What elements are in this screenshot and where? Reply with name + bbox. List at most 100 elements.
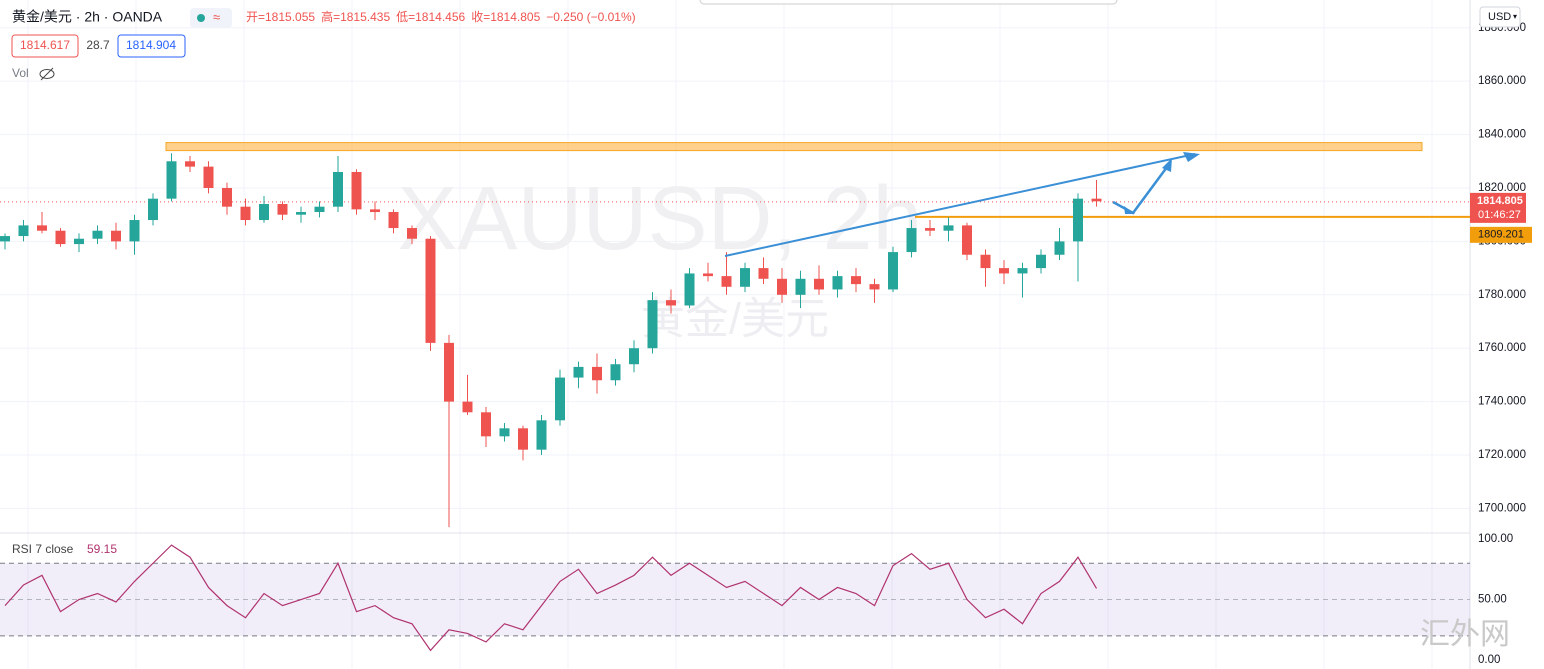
spread: 28.7	[86, 38, 110, 52]
watermark: XAUUSD, 2h	[397, 169, 922, 269]
candle-body	[37, 225, 47, 231]
candle-body	[1073, 198, 1083, 242]
symbol-title: 黄金/美元 · 2h · OANDA	[12, 9, 163, 25]
candle-body	[980, 254, 991, 269]
candle-body	[166, 161, 177, 199]
candle-body	[518, 428, 528, 450]
volume-label: Vol	[12, 66, 29, 80]
y-tick-label: 1760.000	[1478, 342, 1526, 354]
ohlc-value: 高=1815.435	[321, 9, 390, 24]
y-tick-label: 1840.000	[1478, 129, 1526, 141]
candle-body	[111, 230, 121, 242]
candle-body	[55, 230, 66, 245]
resistance-zone	[165, 142, 1423, 152]
trend-line	[724, 153, 1196, 257]
candle-body	[888, 252, 898, 290]
candle-body	[407, 228, 417, 239]
y-tick-label: 1740.000	[1478, 396, 1526, 408]
candle-body	[666, 300, 676, 306]
candle-body	[185, 161, 195, 167]
grid	[0, 0, 1470, 669]
candle-body	[462, 401, 473, 413]
candle-body	[925, 228, 935, 231]
arrow-head	[1162, 158, 1172, 172]
y-tick-label: 1720.000	[1478, 449, 1526, 461]
candle-body	[296, 212, 306, 215]
candle-body	[1017, 268, 1028, 274]
currency-button[interactable]	[1479, 6, 1521, 28]
ohlc-value: 收=1814.805	[471, 10, 540, 24]
candle-body	[0, 236, 10, 242]
candle-body	[647, 300, 658, 349]
arrow-head	[1124, 206, 1135, 214]
candle-body	[351, 171, 362, 210]
rsi-line	[4, 544, 1098, 652]
candle-body	[573, 366, 584, 378]
bid: 1814.617	[20, 38, 70, 52]
candle-body	[148, 198, 158, 221]
candle-body	[222, 187, 232, 207]
top-panel-edge	[699, 0, 1118, 5]
site-watermark: 汇外网	[1420, 617, 1510, 652]
candle-body	[758, 268, 769, 279]
ohlc-value: 开=1815.055	[246, 10, 315, 24]
ask: 1814.904	[126, 38, 176, 52]
candle-body	[740, 268, 750, 287]
y-tick-label: 50.00	[1478, 594, 1507, 606]
hide-icon[interactable]	[39, 67, 55, 81]
marks: 1700.000 1720.000 1740.000 1760.000 1780.000…	[0, 22, 1532, 666]
last-price: 1814.805	[1477, 195, 1523, 207]
candle-body	[277, 204, 288, 215]
candle-body	[684, 273, 695, 306]
candle-body	[1054, 241, 1065, 255]
candle-body	[610, 364, 621, 381]
rsi-title: RSI 7 close	[12, 542, 74, 556]
candle-body	[906, 228, 917, 253]
currency: USD	[1488, 11, 1511, 23]
arrow-head	[1183, 152, 1200, 162]
ask-box[interactable]	[117, 34, 186, 58]
candle-body	[240, 206, 251, 221]
candle-body	[777, 278, 787, 295]
status-icon: ≈	[213, 9, 220, 24]
candle-body	[851, 276, 861, 285]
candle-body	[943, 225, 954, 231]
y-tick-label: 1820.000	[1478, 182, 1526, 194]
candle-body	[74, 238, 84, 245]
last-price-tag	[1470, 192, 1526, 223]
status-dot	[197, 14, 205, 22]
y-tick-label: 100.00	[1478, 533, 1513, 545]
candle-body	[370, 209, 380, 213]
candle-body	[592, 366, 602, 381]
y-tick-label: 1700.000	[1478, 502, 1526, 514]
candle-body	[333, 171, 343, 207]
candle-body	[795, 278, 806, 295]
candle-body	[388, 212, 399, 229]
candle-body	[18, 225, 29, 237]
bid-box[interactable]	[11, 34, 79, 58]
dropdown-icon: ▾	[1513, 12, 1517, 21]
candle-body	[555, 377, 565, 421]
candle-body	[629, 348, 639, 365]
rsi-value: 59.15	[87, 542, 117, 556]
y-tick-label: 1780.000	[1478, 289, 1526, 301]
countdown: 01:46:27	[1478, 209, 1521, 221]
candle-body	[92, 230, 103, 239]
candle-body	[703, 273, 713, 277]
ohlc-value: −0.250 (−0.01%)	[546, 10, 635, 24]
support-label: 1809.201	[1478, 229, 1524, 241]
candle-body	[129, 220, 140, 242]
candle-body	[869, 284, 880, 290]
status-badge[interactable]	[190, 8, 232, 28]
y-tick-label: 1860.000	[1478, 75, 1526, 87]
candle-body	[314, 206, 325, 213]
candle-body	[444, 342, 454, 402]
candle-body	[721, 276, 732, 287]
candle-body	[1091, 198, 1102, 202]
candle-body	[962, 225, 972, 255]
candle-body	[499, 428, 510, 437]
support-tag	[1470, 226, 1532, 243]
ohlc-legend: 开=1815.055 高=1815.435 低=1814.456 收=1814.805…	[246, 9, 636, 24]
